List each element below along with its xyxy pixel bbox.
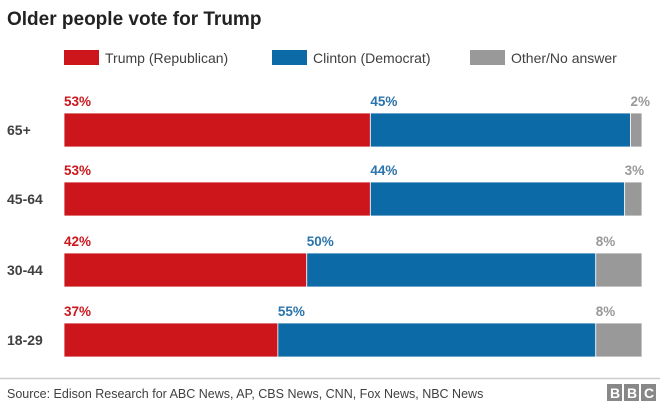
- bar-segment: [63, 112, 371, 148]
- bar-segment: [369, 112, 631, 148]
- legend-label: Trump (Republican): [105, 50, 228, 66]
- data-label: 8%: [596, 304, 616, 319]
- category-label: 18-29: [7, 332, 43, 348]
- bar-segment: [369, 181, 626, 217]
- svg-text:B: B: [610, 385, 620, 401]
- bar-segment: [277, 322, 597, 358]
- data-label: 3%: [625, 163, 645, 178]
- data-label: 37%: [64, 304, 91, 319]
- data-label: 45%: [370, 94, 397, 109]
- category-label: 30-44: [7, 262, 43, 278]
- svg-text:B: B: [627, 385, 637, 401]
- category-label: 45-64: [7, 191, 43, 207]
- data-label: 42%: [64, 234, 91, 249]
- legend: Trump (Republican) Clinton (Democrat) Othe…: [64, 50, 617, 66]
- legend-label: Clinton (Democrat): [313, 50, 430, 66]
- bars: 65+ 53% 45% 2% 45-64 53% 44% 3% 30-44 42% 50% 8% 18-…: [7, 94, 650, 358]
- chart-title: Older people vote for Trump: [7, 9, 261, 30]
- bar-segment: [595, 322, 643, 358]
- data-label: 53%: [64, 94, 91, 109]
- data-label: 53%: [64, 163, 91, 178]
- legend-swatch: [64, 50, 99, 65]
- bar-segment: [63, 252, 308, 288]
- legend-swatch: [272, 50, 307, 65]
- bar-segment: [624, 181, 643, 217]
- data-label: 55%: [278, 304, 305, 319]
- source-text: Source: Edison Research for ABC News, AP…: [7, 387, 483, 401]
- data-label: 8%: [596, 234, 616, 249]
- data-label: 50%: [307, 234, 334, 249]
- bar-segment: [595, 252, 643, 288]
- data-label: 2%: [630, 94, 650, 109]
- svg-text:C: C: [644, 385, 654, 401]
- category-label: 65+: [7, 122, 31, 138]
- legend-swatch: [470, 50, 505, 65]
- legend-label: Other/No answer: [511, 50, 617, 66]
- bar-segment: [306, 252, 597, 288]
- bbc-logo: B B C: [607, 384, 656, 401]
- bar-segment: [63, 322, 279, 358]
- bar-segment: [63, 181, 371, 217]
- bar-segment: [630, 112, 643, 148]
- data-label: 44%: [370, 163, 397, 178]
